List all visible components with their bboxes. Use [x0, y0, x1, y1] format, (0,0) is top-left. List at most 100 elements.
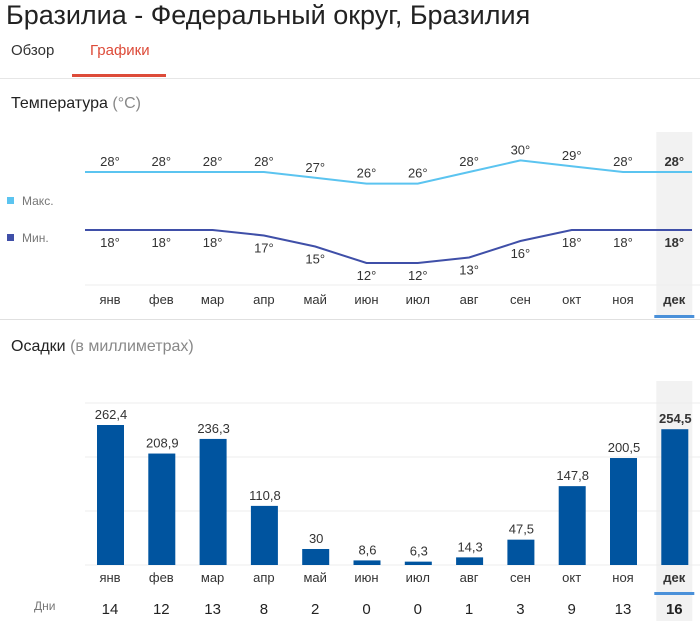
temperature-month-label: апр [253, 292, 275, 307]
max-temperature-label: 28° [151, 154, 171, 169]
rain-days-value: 12 [153, 601, 170, 618]
rain-days-value: 3 [516, 601, 524, 618]
precipitation-month-label: авг [460, 570, 479, 585]
precipitation-value-label: 47,5 [509, 522, 534, 537]
rain-days-value: 8 [260, 601, 268, 618]
temperature-section-title: Температура (°C) [11, 95, 141, 113]
min-temperature-label: 12° [357, 268, 377, 283]
min-temperature-line [85, 229, 692, 264]
precipitation-title: Осадки [11, 338, 66, 355]
temperature-month-label: ноя [612, 292, 633, 307]
min-temperature-label: 18° [203, 235, 223, 250]
rain-days-value: 2 [311, 601, 319, 618]
precipitation-month-label: окт [562, 570, 581, 585]
precipitation-month-label: дек [663, 570, 685, 585]
precipitation-bar [97, 425, 124, 565]
precipitation-value-label: 254,5 [659, 411, 692, 426]
min-temperature-label: 17° [254, 241, 274, 256]
max-temperature-label: 27° [305, 160, 325, 175]
min-temperature-label: 18° [100, 235, 120, 250]
selected-month-highlight-temperature [656, 132, 693, 318]
temperature-month-label: сен [510, 292, 531, 307]
rain-days-value: 13 [204, 601, 221, 618]
max-temperature-label: 28° [459, 154, 479, 169]
max-temperature-label: 28° [100, 154, 120, 169]
precipitation-month-label: мар [201, 570, 224, 585]
legend-min-label: Мин. [22, 231, 49, 245]
temperature-title: Температура [11, 95, 108, 112]
tab-charts[interactable]: Графики [90, 42, 150, 59]
min-temperature-label: 18° [613, 235, 633, 250]
precipitation-bar [610, 458, 637, 565]
tab-bar: Обзор Графики [0, 36, 700, 79]
precipitation-selected-underline [654, 592, 695, 595]
precipitation-value-label: 30 [309, 531, 323, 546]
temperature-month-label: янв [99, 292, 120, 307]
precipitation-month-label: ноя [612, 570, 633, 585]
min-temperature-label: 18° [562, 235, 582, 250]
precipitation-value-label: 262,4 [95, 407, 128, 422]
rain-days-value: 14 [102, 601, 119, 618]
precipitation-bar [250, 505, 278, 565]
precipitation-value-label: 208,9 [146, 436, 179, 451]
precipitation-value-label: 8,6 [358, 542, 376, 557]
min-temperature-label: 15° [305, 252, 325, 267]
max-temperature-label: 29° [562, 148, 582, 163]
temperature-month-label: фев [149, 292, 174, 307]
min-temperature-label: 18° [151, 235, 171, 250]
precipitation-month-label: фев [149, 570, 174, 585]
max-temperature-label: 28° [254, 154, 274, 169]
precipitation-month-label: май [303, 570, 326, 585]
rain-days-value: 1 [465, 601, 473, 618]
precipitation-month-label: апр [253, 570, 275, 585]
precipitation-month-label: июн [354, 570, 378, 585]
rain-days-value: 0 [362, 601, 370, 618]
legend-max-label: Макс. [22, 194, 54, 208]
temperature-month-label: авг [460, 292, 479, 307]
tab-overview[interactable]: Обзор [11, 42, 55, 59]
legend-min-swatch [7, 234, 14, 241]
precipitation-month-label: янв [99, 570, 120, 585]
min-temperature-label: 18° [664, 235, 684, 250]
precipitation-bar [404, 561, 432, 565]
min-temperature-label: 12° [408, 268, 428, 283]
max-temperature-label: 30° [511, 142, 531, 157]
max-temperature-label: 26° [408, 166, 428, 181]
precipitation-month-label: июл [406, 570, 430, 585]
legend-max-swatch [7, 197, 14, 204]
min-temperature-label: 13° [459, 263, 479, 278]
precipitation-bar [661, 429, 689, 565]
max-temperature-line [85, 159, 692, 185]
temperature-unit: (°C) [112, 95, 141, 112]
precipitation-bar [199, 438, 227, 565]
precipitation-month-label: сен [510, 570, 531, 585]
precipitation-bar [558, 486, 586, 565]
max-temperature-label: 26° [357, 166, 377, 181]
precipitation-bar [148, 453, 176, 565]
rain-days-value: 0 [414, 601, 422, 618]
rain-days-value: 16 [666, 601, 683, 618]
page-title: Бразилиа - Федеральный округ, Бразилия [6, 0, 531, 30]
precipitation-value-label: 236,3 [197, 421, 230, 436]
min-temperature-label: 16° [511, 246, 531, 261]
precipitation-bar [456, 557, 484, 565]
section-divider [0, 319, 700, 320]
max-temperature-label: 28° [203, 154, 223, 169]
max-temperature-label: 28° [664, 154, 684, 169]
precipitation-value-label: 14,3 [457, 539, 482, 554]
rain-days-value: 9 [568, 601, 576, 618]
precipitation-bar [353, 560, 381, 565]
temperature-month-label: июл [406, 292, 430, 307]
precipitation-value-label: 6,3 [410, 544, 428, 559]
precipitation-value-label: 110,8 [249, 488, 281, 503]
temperature-month-label: июн [354, 292, 378, 307]
rain-days-label: Дни [34, 599, 55, 613]
precipitation-bar [302, 548, 330, 565]
precipitation-section-title: Осадки (в миллиметрах) [11, 338, 194, 356]
temperature-month-label: мар [201, 292, 224, 307]
rain-days-value: 13 [615, 601, 632, 618]
precipitation-bar [507, 539, 535, 565]
temperature-selected-underline [654, 315, 695, 318]
max-temperature-label: 28° [613, 154, 633, 169]
